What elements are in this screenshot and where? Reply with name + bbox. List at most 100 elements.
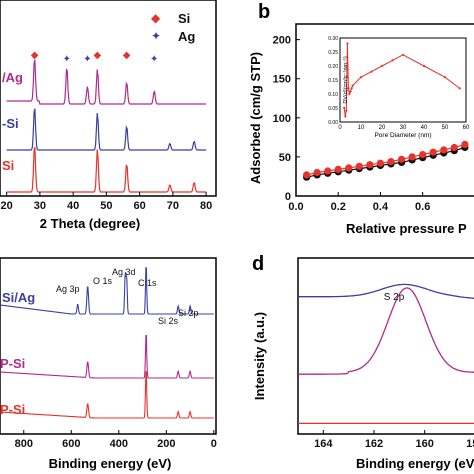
inset-xtick-label: 0 <box>338 125 342 131</box>
xrd-series-si-ag <box>6 59 207 105</box>
panel-a-frame <box>0 0 217 197</box>
inset-frame <box>339 37 467 123</box>
xps-xtick-label: 600 <box>62 438 80 450</box>
panel-a-legend: ◆ Si ✦ Ag <box>151 11 195 44</box>
bet-desorption-point <box>345 164 353 172</box>
inset-ytick-label: 0.15 <box>328 78 338 84</box>
legend-si-symbol: ◆ <box>151 11 161 25</box>
inset-psd-point <box>344 115 347 118</box>
inset-xtick-label: 10 <box>358 125 365 131</box>
bet-desorption-point <box>440 146 448 154</box>
s2p-xtick-label: 162 <box>365 438 383 450</box>
panel-d-label: d <box>252 253 264 275</box>
inset-ylabel: DV(d)(cm³g⁻¹nm⁻¹) <box>343 56 349 104</box>
bet-xtick-label: 0.0 <box>288 201 303 213</box>
bet-adsorption-line <box>306 146 466 178</box>
legend-si-label: Si <box>178 11 190 26</box>
xrd-series-label: Si <box>2 158 14 173</box>
bet-desorption-point <box>429 148 437 156</box>
inset-ytick-label: 0.20 <box>328 64 338 70</box>
inset-xtick-label: 20 <box>379 125 386 131</box>
panel-d-ylabel: Intensity (a.u.) <box>252 312 267 400</box>
panel-d-xlabel: Binding energy (eV) <box>356 456 474 471</box>
bet-ytick-label: 150 <box>273 74 291 86</box>
inset-psd-point <box>351 84 354 87</box>
xrd-peak-marker-ag: ✦ <box>83 54 91 65</box>
xps-peak-annotation: C 1s <box>138 278 157 288</box>
bet-ytick-label: 50 <box>279 152 291 164</box>
bet-desorption-line <box>306 143 466 176</box>
xps-xtick-label: 0 <box>211 438 217 450</box>
s2p-xtick-label: 160 <box>415 438 433 450</box>
legend-ag-symbol: ✦ <box>151 29 161 43</box>
bet-xtick-label: 0.2 <box>331 201 346 213</box>
bet-desorption-point <box>324 167 332 175</box>
s2p-xtick-label: 164 <box>314 438 333 450</box>
bet-desorption-point <box>419 151 427 159</box>
xrd-xtick-label: 50 <box>100 200 112 212</box>
xrd-xtick-label: 70 <box>167 200 179 212</box>
inset-xtick-label: 30 <box>400 125 407 131</box>
inset-xtick-label: 50 <box>442 125 449 131</box>
bet-xtick-label: 0.6 <box>415 201 430 213</box>
inset-psd-point <box>380 64 384 68</box>
bet-desorption-point <box>334 165 342 173</box>
inset-ytick-label: 0.30 <box>328 36 338 42</box>
inset-psd-point <box>443 76 447 79</box>
inset-psd-point <box>348 92 351 96</box>
bet-desorption-point <box>387 158 395 166</box>
inset-ytick-label: 0.00 <box>328 120 338 126</box>
xrd-series-label: /Ag <box>2 70 23 85</box>
xps-survey-p-si <box>0 334 214 379</box>
s2p-xtick-label: 158 <box>466 438 474 450</box>
xrd-xtick-label: 20 <box>1 200 13 212</box>
bet-desorption-point <box>376 159 384 167</box>
bet-ytick-label: 0 <box>285 191 291 203</box>
panel-b-label: b <box>258 1 270 23</box>
bet-ytick-label: 100 <box>273 113 291 125</box>
xps-xtick-label: 800 <box>15 438 33 450</box>
panel-b-frame <box>295 23 474 197</box>
legend-ag-label: Ag <box>178 29 195 44</box>
bet-desorption-point <box>366 161 374 169</box>
inset-psd-point <box>345 109 348 112</box>
bet-desorption-point <box>303 171 311 179</box>
bet-desorption-point <box>450 143 458 152</box>
xps-peak-annotation: O 1s <box>93 276 113 286</box>
xps-series-label: P-Si <box>0 356 25 371</box>
bet-xtick-label: 0.4 <box>373 201 389 213</box>
xps-series-label: P-Si <box>0 402 25 417</box>
panel-b-ylabel: Adsorbed (cm/g STP) <box>248 52 263 184</box>
xrd-xtick-label: 30 <box>34 200 46 212</box>
inset-xlabel: Pore Diameter (nm) <box>374 132 431 139</box>
s2p-annotation: S 2p <box>384 292 405 303</box>
xps-survey-si-ag <box>0 267 214 315</box>
inset-psd-point <box>458 87 461 90</box>
inset-xtick-label: 60 <box>463 125 470 131</box>
inset-xtick-label: 40 <box>421 125 428 131</box>
xps-xtick-label: 200 <box>157 438 175 450</box>
xrd-peak-marker-si: ◆ <box>31 50 39 61</box>
inset-psd-point <box>370 70 373 73</box>
xps-peak-annotation: Ag 3p <box>56 284 80 294</box>
xrd-xtick-label: 80 <box>200 200 212 212</box>
xrd-series-p-si <box>6 108 207 151</box>
panel-c-frame <box>0 257 217 435</box>
bet-desorption-point <box>355 162 363 170</box>
bet-desorption-point <box>398 155 406 163</box>
inset-ytick-label: 0.05 <box>328 106 338 112</box>
xrd-xtick-label: 60 <box>133 200 145 212</box>
xrd-series-si <box>6 146 207 193</box>
bet-ytick-label: 200 <box>273 35 291 47</box>
panel-b-xlabel: Relative pressure P <box>346 221 467 236</box>
inset-psd-point <box>346 42 349 45</box>
xps-s2p-si-ag <box>298 283 474 299</box>
inset-ytick-label: 0.25 <box>328 50 338 56</box>
inset-psd-point <box>350 87 353 90</box>
inset-psd-point <box>347 87 350 90</box>
inset-psd-point <box>343 106 346 110</box>
inset-ytick-label: 0.10 <box>328 92 338 98</box>
